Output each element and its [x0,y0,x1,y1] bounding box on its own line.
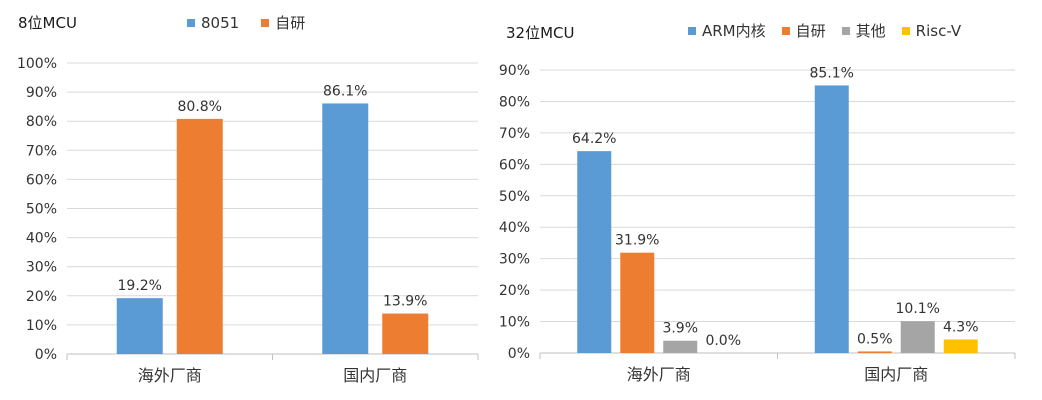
x-tick-label: 海外厂商 [627,365,691,384]
bar [620,252,655,353]
data-label: 80.8% [178,99,222,115]
bar [322,103,369,354]
bar [577,151,612,353]
data-label: 86.1% [323,83,367,99]
data-label: 0.5% [857,331,893,347]
legend-label: 自研 [795,22,826,40]
y-tick-label: 40% [499,220,530,236]
y-tick-label: 90% [26,85,57,101]
legend-label: 自研 [275,14,306,32]
legend-swatch [781,26,790,35]
y-tick-label: 40% [26,231,57,247]
x-tick-label: 国内厂商 [343,366,407,385]
bar [663,340,698,353]
y-tick-label: 90% [499,63,530,79]
bar [176,118,223,354]
legend-label: 其他 [855,22,886,40]
x-tick-label: 国内厂商 [864,365,928,384]
y-tick-label: 30% [499,252,530,268]
y-tick-label: 80% [26,114,57,130]
legend-swatch [261,18,270,27]
legend-swatch [187,18,195,27]
y-tick-label: 20% [26,289,57,305]
data-label: 64.2% [572,131,616,147]
legend-item-arm: ARM内核 [688,20,766,41]
legend-item-self-developed: 自研 [781,20,826,41]
bar [943,339,978,353]
y-tick-label: 60% [26,172,57,188]
data-label: 19.2% [118,278,162,294]
plot-area: 0% 10% 20% 30% 40% 50% 60% 70% 80% 90% 64.2% 31.9% 3… [499,63,1016,384]
legend: ARM内核 自研 其他 Risc-V [688,20,961,41]
y-tick-label: 100% [17,56,57,72]
bar [116,298,163,354]
legend-item-other: 其他 [841,20,886,41]
y-tick-label: 70% [26,143,57,159]
legend-item-risc-v: Risc-V [901,20,962,41]
legend-item-self-developed: 自研 [261,12,305,33]
bar [814,85,849,353]
data-label: 10.1% [896,301,940,317]
legend-swatch [901,26,910,35]
data-label: 85.1% [810,65,854,81]
data-label: 3.9% [662,321,698,337]
y-tick-label: 10% [499,315,530,331]
y-tick-label: 50% [26,202,57,218]
legend-item-8051: 8051 [187,12,239,33]
data-label: 13.9% [383,294,427,310]
y-tick-label: 60% [499,157,530,173]
legend-label: ARM内核 [702,22,766,40]
bar [900,321,935,353]
x-tick-label: 海外厂商 [138,366,202,385]
plot-area: 0% 10% 20% 30% 40% 50% 60% 70% 80% 90% 100% 19.2% 80… [17,56,479,385]
y-tick-label: 30% [26,260,57,276]
data-label: 31.9% [615,233,659,249]
bar [857,351,892,353]
y-tick-label: 10% [26,318,57,334]
legend-swatch [688,26,696,35]
y-tick-label: 50% [499,189,530,205]
y-tick-label: 70% [499,126,530,142]
legend-swatch [841,26,850,35]
y-tick-label: 20% [499,283,530,299]
chart-8bit-mcu: 8位MCU 8051 自研 0% 10% 20% 30% 40% 50% 60% 70% 80%… [0,0,500,400]
legend-label: Risc-V [915,21,962,40]
y-tick-label: 80% [499,94,530,110]
y-tick-label: 0% [508,346,530,362]
legend: 8051 自研 [187,12,305,33]
bar [382,313,429,354]
chart-title: 32位MCU [506,24,575,42]
data-label: 0.0% [705,333,741,349]
legend-label: 8051 [201,13,240,32]
y-tick-label: 0% [35,347,57,363]
chart-32bit-mcu: 32位MCU ARM内核 自研 其他 Risc-V 0% 10% 20% 30% 40%… [499,0,1042,400]
chart-title: 8位MCU [18,14,77,32]
data-label: 4.3% [943,319,979,335]
